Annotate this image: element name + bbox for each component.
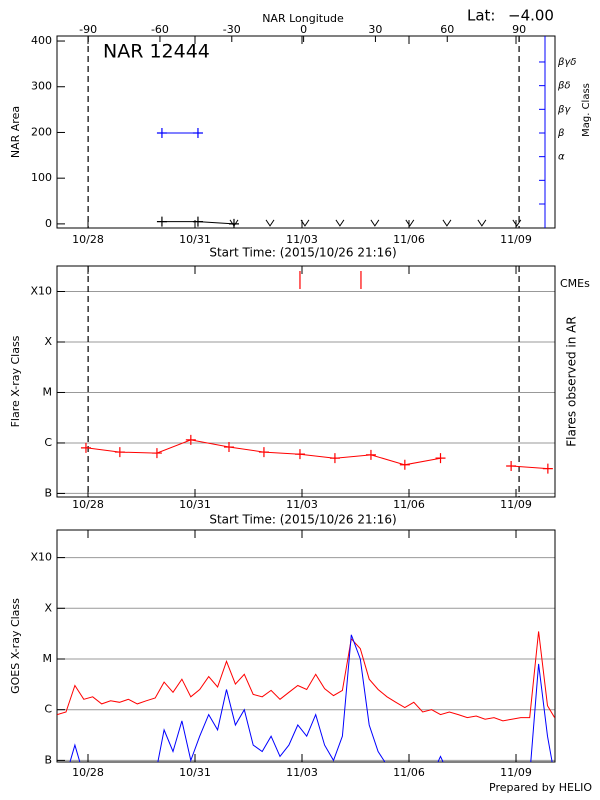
y-tick-label: 300 <box>31 80 52 93</box>
y-tick-label: 400 <box>31 34 52 47</box>
panel-title: NAR 12444 <box>103 41 210 63</box>
data-point <box>192 216 203 227</box>
y-tick-label: 100 <box>31 171 52 184</box>
y-tick-label: C <box>44 703 52 716</box>
data-point <box>365 449 376 460</box>
series-line <box>57 631 555 722</box>
x2-tick-label: -60 <box>151 23 169 36</box>
data-point <box>506 460 517 471</box>
forecast-marker <box>229 219 239 227</box>
plot-area <box>80 434 553 474</box>
forecast-marker <box>335 219 345 227</box>
x-tick-label: 11/06 <box>393 233 425 246</box>
x2-axis-title: NAR Longitude <box>262 12 344 25</box>
y2-axis-title: Flares observed in AR <box>565 316 579 446</box>
series-line <box>85 439 548 470</box>
data-point <box>114 447 125 458</box>
x-tick-label: 10/28 <box>72 233 104 246</box>
data-point <box>294 449 305 460</box>
x2-tick-label: -30 <box>223 23 241 36</box>
x-tick-label: 11/06 <box>393 498 425 511</box>
x-tick-label: 11/03 <box>286 498 318 511</box>
forecast-marker <box>512 219 522 227</box>
forecast-marker <box>442 219 452 227</box>
y2-tick-label: βδ <box>557 81 571 92</box>
y2-tick-label: βγ <box>557 104 571 115</box>
forecast-marker <box>477 219 487 227</box>
x-tick-label: 11/09 <box>500 498 532 511</box>
y-axis-title: NAR Area <box>9 106 22 158</box>
y-tick-label: B <box>44 753 52 766</box>
x-axis-title: Start Time: (2015/10/26 21:16) <box>209 246 396 260</box>
y-tick-label: X10 <box>30 285 52 298</box>
y-tick-label: M <box>43 652 53 665</box>
data-point <box>156 127 167 138</box>
forecast-marker <box>370 219 380 227</box>
y-tick-label: X10 <box>30 551 52 564</box>
series-line <box>69 634 553 762</box>
y2-tick-label: β <box>557 128 565 139</box>
y-tick-label: 0 <box>45 217 52 230</box>
y-tick-label: X <box>44 601 52 614</box>
plot-area <box>156 127 522 228</box>
data-point <box>228 218 239 228</box>
data-point <box>399 459 410 470</box>
data-point <box>192 127 203 138</box>
y-tick-label: 200 <box>31 125 52 138</box>
plot-frame <box>56 529 556 763</box>
x2-tick-label: -90 <box>79 23 97 36</box>
data-point <box>223 442 234 453</box>
lat-value: −4.00 <box>508 7 554 25</box>
data-point <box>329 453 340 464</box>
y2-tick-label: βγδ <box>557 57 576 68</box>
y-tick-label: C <box>44 436 52 449</box>
forecast-marker <box>300 219 310 227</box>
plot-frame <box>56 35 556 229</box>
forecast-marker <box>265 219 275 227</box>
lat-label: Lat: <box>467 7 495 25</box>
plot-frame <box>56 265 556 498</box>
x-tick-label: 10/31 <box>179 766 211 779</box>
x2-tick-label: 60 <box>440 23 454 36</box>
data-point <box>80 442 91 453</box>
x2-tick-label: 30 <box>368 23 382 36</box>
data-point <box>258 447 269 458</box>
x-tick-label: 10/28 <box>72 498 104 511</box>
x-tick-label: 11/03 <box>286 233 318 246</box>
x-axis-title: Start Time: (2015/10/26 21:16) <box>209 513 396 527</box>
data-point <box>156 216 167 227</box>
y-tick-label: M <box>43 385 53 398</box>
y-axis-title: Flare X-ray Class <box>9 335 22 427</box>
y2-axis-title: Mag. Class <box>581 83 592 137</box>
y-axis-title: GOES X-ray Class <box>9 598 22 694</box>
y-tick-label: X <box>44 335 52 348</box>
x-tick-label: 10/31 <box>179 498 211 511</box>
data-point <box>185 434 196 445</box>
data-point <box>435 453 446 464</box>
x2-tick-label: 0 <box>300 23 307 36</box>
plot-area <box>57 631 555 762</box>
data-point <box>151 448 162 459</box>
x2-tick-label: 90 <box>512 23 526 36</box>
y2-tick-label: α <box>558 152 565 163</box>
credit: Prepared by HELIO <box>489 781 592 794</box>
x-tick-label: 11/03 <box>286 766 318 779</box>
x-tick-label: 11/09 <box>500 233 532 246</box>
x-tick-label: 11/06 <box>393 766 425 779</box>
forecast-marker <box>405 219 415 227</box>
y-tick-label: B <box>44 486 52 499</box>
x-tick-label: 10/28 <box>72 766 104 779</box>
x-tick-label: 11/09 <box>500 766 532 779</box>
data-point <box>542 463 553 474</box>
x-tick-label: 10/31 <box>179 233 211 246</box>
cme-label: CMEs <box>560 277 590 290</box>
